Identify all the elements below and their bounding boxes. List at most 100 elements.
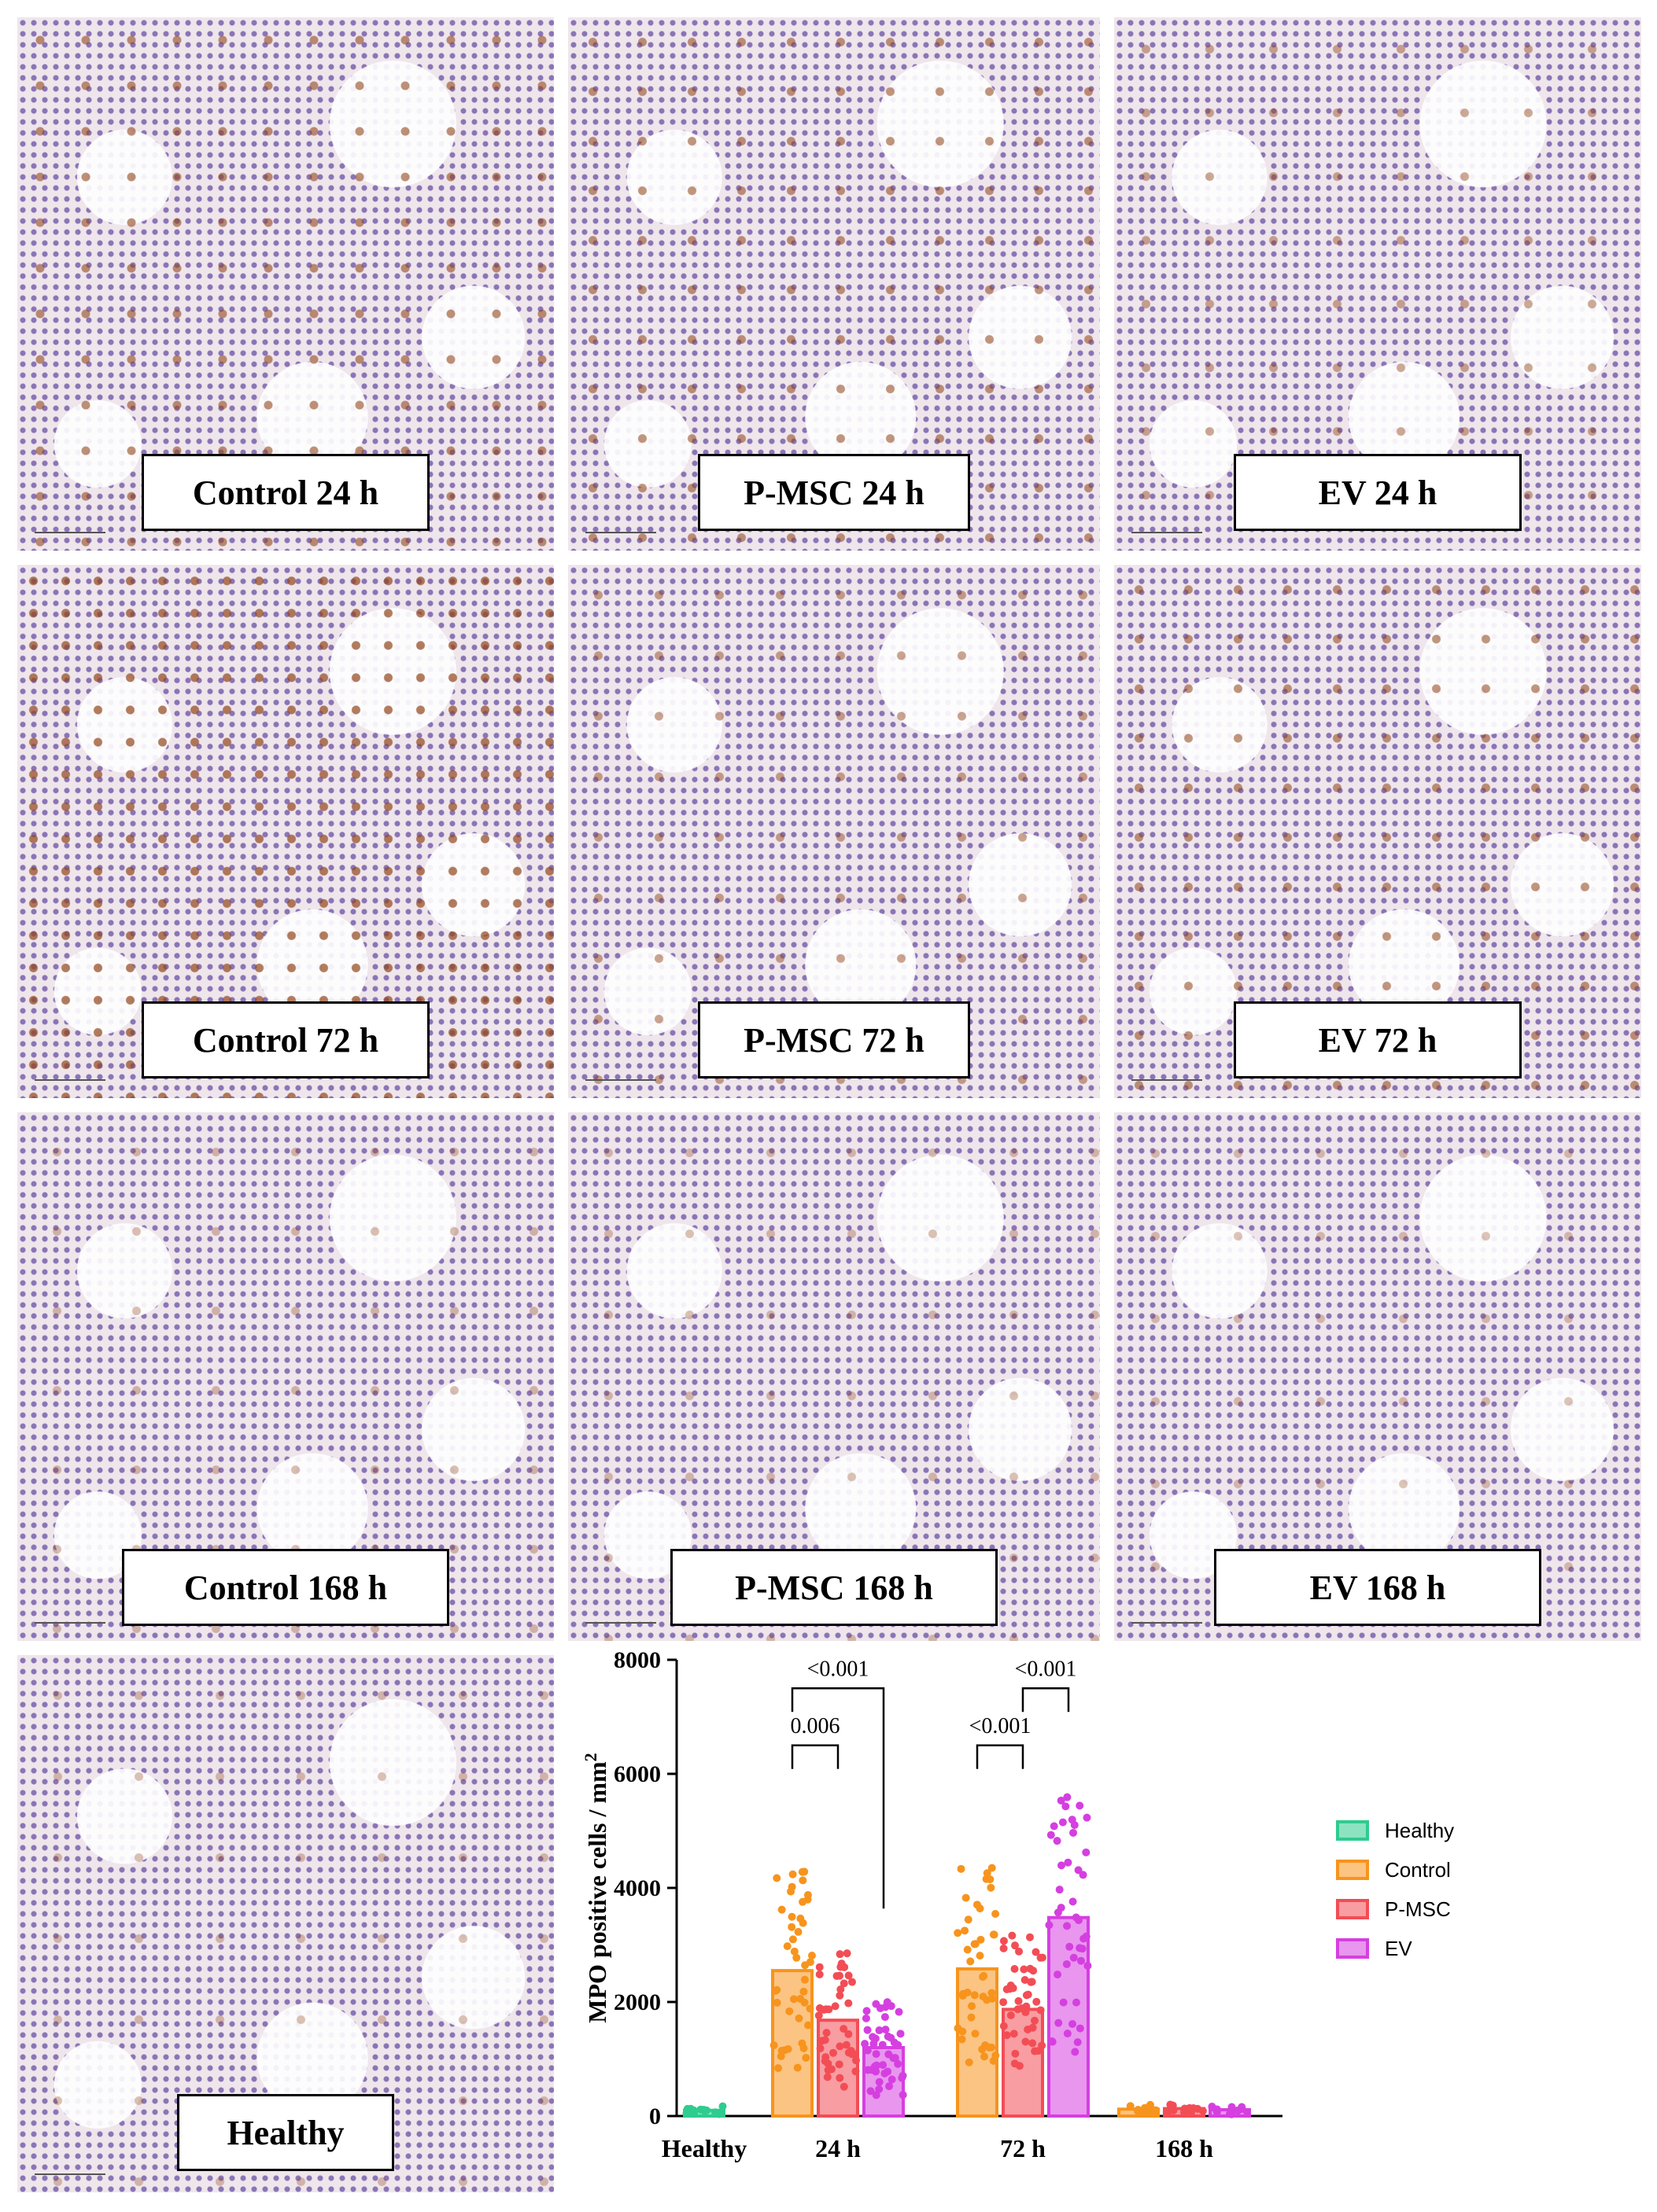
data-point — [971, 1940, 980, 1948]
micrograph-panel: Control 24 h — [17, 17, 554, 551]
micrograph-panel: EV 24 h — [1114, 17, 1641, 551]
data-point — [875, 2077, 884, 2086]
data-point — [1076, 1801, 1084, 1810]
data-point — [1028, 2039, 1037, 2048]
panel-label: P-MSC 168 h — [670, 1549, 998, 1626]
data-point — [1010, 1965, 1019, 1974]
data-point — [804, 2021, 813, 2030]
data-point — [1146, 2100, 1154, 2109]
data-point — [863, 2026, 872, 2034]
data-point — [999, 1998, 1008, 2007]
data-point — [840, 1979, 848, 1988]
panel-label: Control 24 h — [142, 454, 430, 531]
data-point — [790, 1947, 799, 1956]
data-point — [881, 2026, 890, 2034]
x-tick-label: 168 h — [1155, 2134, 1213, 2162]
data-point — [1069, 1953, 1078, 1962]
data-point — [899, 2091, 907, 2100]
data-point — [880, 2013, 889, 2022]
data-point — [1082, 1848, 1091, 1856]
data-point — [800, 1998, 809, 2007]
data-point — [1083, 1813, 1091, 1822]
data-point — [986, 1875, 995, 1884]
x-tick-label: 72 h — [1000, 2134, 1046, 2162]
data-point — [872, 2091, 880, 2100]
data-point — [777, 2052, 785, 2061]
data-point — [1065, 1942, 1074, 1951]
data-point — [1021, 2037, 1030, 2046]
y-tick-label: 0 — [649, 2103, 661, 2129]
data-point — [1010, 2059, 1019, 2068]
data-point — [822, 2029, 831, 2037]
micrograph-panel: Healthy — [17, 1655, 554, 2192]
data-point — [976, 1935, 985, 1944]
data-point — [1020, 1965, 1028, 1974]
data-point — [879, 2061, 888, 2070]
scale-bar — [1131, 1079, 1202, 1081]
data-point — [807, 1951, 816, 1959]
data-point — [1017, 2004, 1026, 2012]
data-point — [769, 2041, 778, 2050]
panel-label: Control 168 h — [122, 1549, 449, 1626]
data-point — [972, 1900, 981, 1909]
data-point — [803, 1891, 812, 1900]
data-point — [1029, 1967, 1038, 1975]
data-point — [1076, 1944, 1084, 1952]
micrograph-panel: P-MSC 168 h — [568, 1112, 1100, 1641]
data-point — [866, 2087, 875, 2096]
p-value-label: 0.006 — [791, 1714, 840, 1738]
data-point — [1243, 2108, 1252, 2117]
data-point — [961, 1926, 969, 1935]
y-tick-label: 8000 — [614, 1647, 661, 1673]
data-point — [844, 2048, 853, 2057]
data-point — [1022, 1991, 1031, 2000]
data-point — [963, 1988, 972, 1996]
data-point — [836, 1985, 845, 1993]
micrograph-panel: EV 72 h — [1114, 565, 1641, 1098]
legend-label: Healthy — [1385, 1819, 1454, 1842]
data-point — [970, 1991, 979, 2000]
p-value-label: <0.001 — [1015, 1657, 1077, 1681]
data-point — [783, 1942, 792, 1951]
data-point — [842, 2041, 851, 2049]
data-point — [1061, 1802, 1070, 1811]
data-point — [885, 2082, 894, 2091]
data-point — [965, 2058, 973, 2066]
data-point — [823, 2073, 832, 2081]
data-point — [773, 1998, 781, 2007]
data-point — [1048, 2037, 1057, 2046]
data-point — [800, 1867, 809, 1876]
scale-bar — [1131, 532, 1202, 533]
data-point — [1055, 1886, 1064, 1894]
data-point — [985, 2043, 994, 2052]
data-point — [1079, 1871, 1087, 1879]
data-point — [1057, 1796, 1065, 1805]
legend-swatch — [1336, 1820, 1369, 1841]
data-point — [1198, 2107, 1207, 2115]
data-point — [888, 2075, 896, 2084]
data-point — [963, 1945, 972, 1954]
data-point — [799, 2044, 808, 2052]
y-tick-label: 6000 — [614, 1761, 661, 1787]
data-point — [821, 2036, 829, 2044]
data-point — [957, 1864, 965, 1873]
data-point — [954, 1929, 962, 1937]
data-point — [1064, 1858, 1072, 1867]
data-point — [806, 2004, 814, 2013]
data-point — [851, 2056, 860, 2065]
data-point — [824, 2066, 832, 2074]
data-point — [1072, 1998, 1080, 2007]
significance-bracket — [976, 1744, 1024, 1769]
data-point — [875, 2026, 884, 2035]
data-point — [831, 2002, 840, 2011]
data-point — [1068, 1828, 1077, 1837]
data-point — [816, 2044, 825, 2052]
data-point — [987, 1989, 996, 1997]
data-point — [1020, 1975, 1029, 1984]
data-point — [793, 2063, 802, 2072]
data-point — [1011, 1941, 1020, 1950]
data-point — [961, 1893, 970, 1902]
data-point — [976, 1952, 984, 1960]
scale-bar — [585, 532, 656, 533]
data-point — [1025, 1933, 1034, 1941]
